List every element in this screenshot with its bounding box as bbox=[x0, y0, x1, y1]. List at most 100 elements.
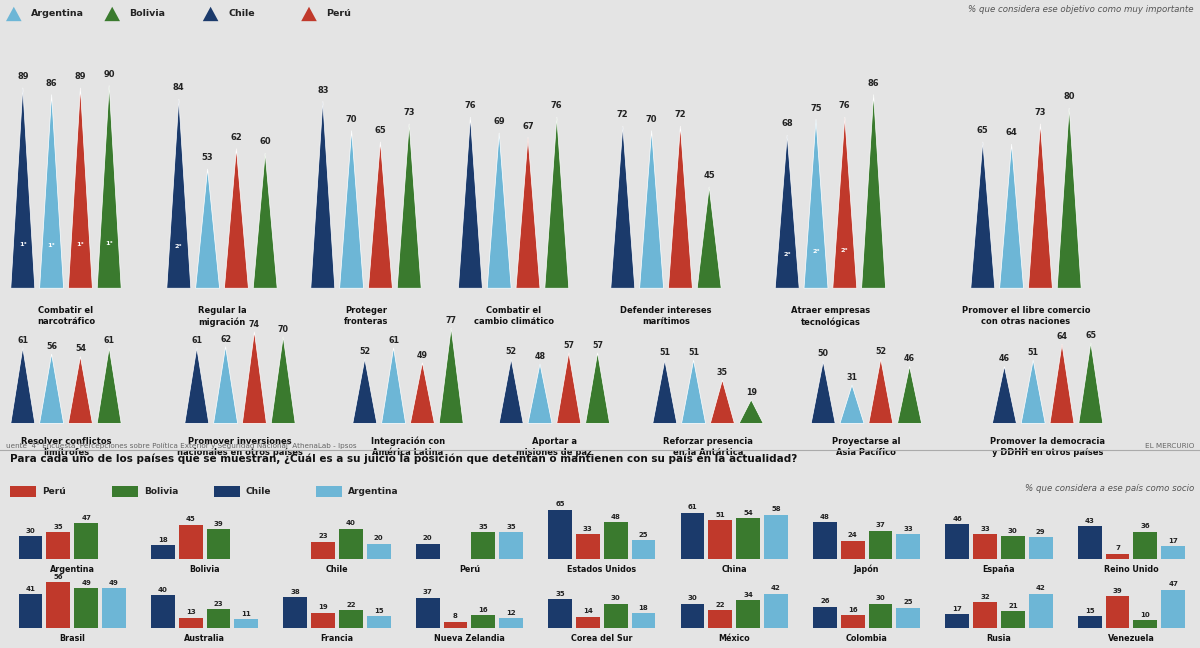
Polygon shape bbox=[203, 6, 218, 21]
Text: 35: 35 bbox=[506, 524, 516, 530]
Polygon shape bbox=[640, 131, 664, 288]
Text: 65: 65 bbox=[374, 126, 386, 135]
Text: 20: 20 bbox=[422, 535, 432, 542]
Bar bbox=[179, 618, 203, 629]
Text: 76: 76 bbox=[839, 101, 851, 110]
Text: 19: 19 bbox=[745, 388, 757, 397]
Text: 2°: 2° bbox=[175, 244, 182, 249]
Text: 51: 51 bbox=[659, 348, 671, 357]
Text: 2°: 2° bbox=[812, 249, 820, 253]
Text: 53: 53 bbox=[202, 153, 214, 162]
Text: 89: 89 bbox=[74, 72, 86, 81]
Polygon shape bbox=[97, 86, 121, 288]
Text: 58: 58 bbox=[772, 507, 781, 513]
Bar bbox=[1001, 611, 1025, 629]
Text: 30: 30 bbox=[876, 595, 886, 601]
Text: 76: 76 bbox=[464, 101, 476, 110]
Text: Chile: Chile bbox=[246, 487, 271, 496]
Text: 49: 49 bbox=[82, 579, 91, 586]
Bar bbox=[896, 534, 920, 559]
Text: 41: 41 bbox=[25, 586, 36, 592]
Bar bbox=[10, 486, 36, 497]
Bar bbox=[179, 525, 203, 559]
Text: 10: 10 bbox=[1140, 612, 1150, 618]
Polygon shape bbox=[862, 95, 886, 288]
Bar bbox=[472, 615, 496, 629]
Text: 30: 30 bbox=[688, 595, 697, 601]
Text: 65: 65 bbox=[1085, 331, 1097, 340]
Bar bbox=[736, 600, 760, 629]
Text: 52: 52 bbox=[359, 347, 371, 356]
Text: Chile: Chile bbox=[228, 10, 254, 18]
Text: Colombia: Colombia bbox=[846, 634, 888, 643]
Polygon shape bbox=[1057, 108, 1081, 288]
Text: 18: 18 bbox=[158, 537, 168, 543]
Text: % que considera a ese país como socio: % que considera a ese país como socio bbox=[1025, 484, 1194, 493]
Text: Proteger
fronteras: Proteger fronteras bbox=[344, 307, 388, 327]
Polygon shape bbox=[739, 400, 763, 423]
Text: 80: 80 bbox=[1063, 92, 1075, 101]
Text: 39: 39 bbox=[214, 521, 223, 527]
Bar bbox=[1028, 594, 1052, 629]
Text: 7: 7 bbox=[1115, 546, 1120, 551]
Polygon shape bbox=[971, 142, 995, 288]
Text: 35: 35 bbox=[716, 368, 728, 377]
Text: 31: 31 bbox=[846, 373, 858, 382]
Text: 35: 35 bbox=[556, 591, 565, 597]
Text: 67: 67 bbox=[522, 122, 534, 131]
Text: 17: 17 bbox=[953, 606, 962, 612]
Text: Combatir el
cambio climático: Combatir el cambio climático bbox=[474, 307, 553, 327]
Text: 45: 45 bbox=[703, 171, 715, 180]
Polygon shape bbox=[775, 135, 799, 288]
Text: Perú: Perú bbox=[42, 487, 66, 496]
Bar bbox=[415, 597, 439, 629]
Bar bbox=[74, 523, 98, 559]
Text: 61: 61 bbox=[191, 336, 203, 345]
Bar bbox=[869, 531, 893, 559]
Text: 42: 42 bbox=[772, 585, 781, 591]
Text: 40: 40 bbox=[158, 587, 168, 593]
Text: 32: 32 bbox=[980, 594, 990, 599]
Text: 64: 64 bbox=[1006, 128, 1018, 137]
Text: 47: 47 bbox=[82, 515, 91, 521]
Text: 2°: 2° bbox=[784, 252, 791, 257]
Bar bbox=[1133, 620, 1157, 629]
Bar bbox=[214, 486, 240, 497]
Text: 17: 17 bbox=[1169, 538, 1178, 544]
Text: 49: 49 bbox=[109, 579, 119, 586]
Bar bbox=[316, 486, 342, 497]
Text: 23: 23 bbox=[318, 533, 328, 539]
Bar bbox=[74, 588, 98, 629]
Text: 29: 29 bbox=[1036, 529, 1045, 535]
Text: 54: 54 bbox=[74, 345, 86, 354]
Polygon shape bbox=[697, 187, 721, 288]
Polygon shape bbox=[487, 133, 511, 288]
Text: 51: 51 bbox=[1027, 348, 1039, 357]
Text: Perú: Perú bbox=[458, 565, 480, 574]
Polygon shape bbox=[992, 366, 1016, 423]
Bar bbox=[1078, 616, 1102, 629]
Polygon shape bbox=[458, 117, 482, 288]
Bar bbox=[576, 534, 600, 559]
Polygon shape bbox=[301, 6, 317, 21]
Text: 57: 57 bbox=[563, 341, 575, 350]
Text: 18: 18 bbox=[638, 605, 648, 611]
Bar bbox=[444, 621, 468, 629]
Bar bbox=[1078, 526, 1102, 559]
Polygon shape bbox=[11, 348, 35, 423]
Bar bbox=[604, 522, 628, 559]
Text: 70: 70 bbox=[277, 325, 289, 334]
Text: 77: 77 bbox=[445, 316, 457, 325]
Text: 20: 20 bbox=[374, 535, 384, 542]
Text: 25: 25 bbox=[638, 531, 648, 538]
Text: 50: 50 bbox=[817, 349, 829, 358]
Polygon shape bbox=[368, 142, 392, 288]
Text: Nueva Zelandia: Nueva Zelandia bbox=[434, 634, 505, 643]
Polygon shape bbox=[311, 101, 335, 288]
Polygon shape bbox=[557, 353, 581, 423]
Text: 14: 14 bbox=[583, 608, 593, 614]
Text: Estados Unidos: Estados Unidos bbox=[568, 565, 636, 574]
Polygon shape bbox=[545, 117, 569, 288]
Text: Chile: Chile bbox=[325, 565, 348, 574]
Text: 16: 16 bbox=[848, 607, 858, 613]
